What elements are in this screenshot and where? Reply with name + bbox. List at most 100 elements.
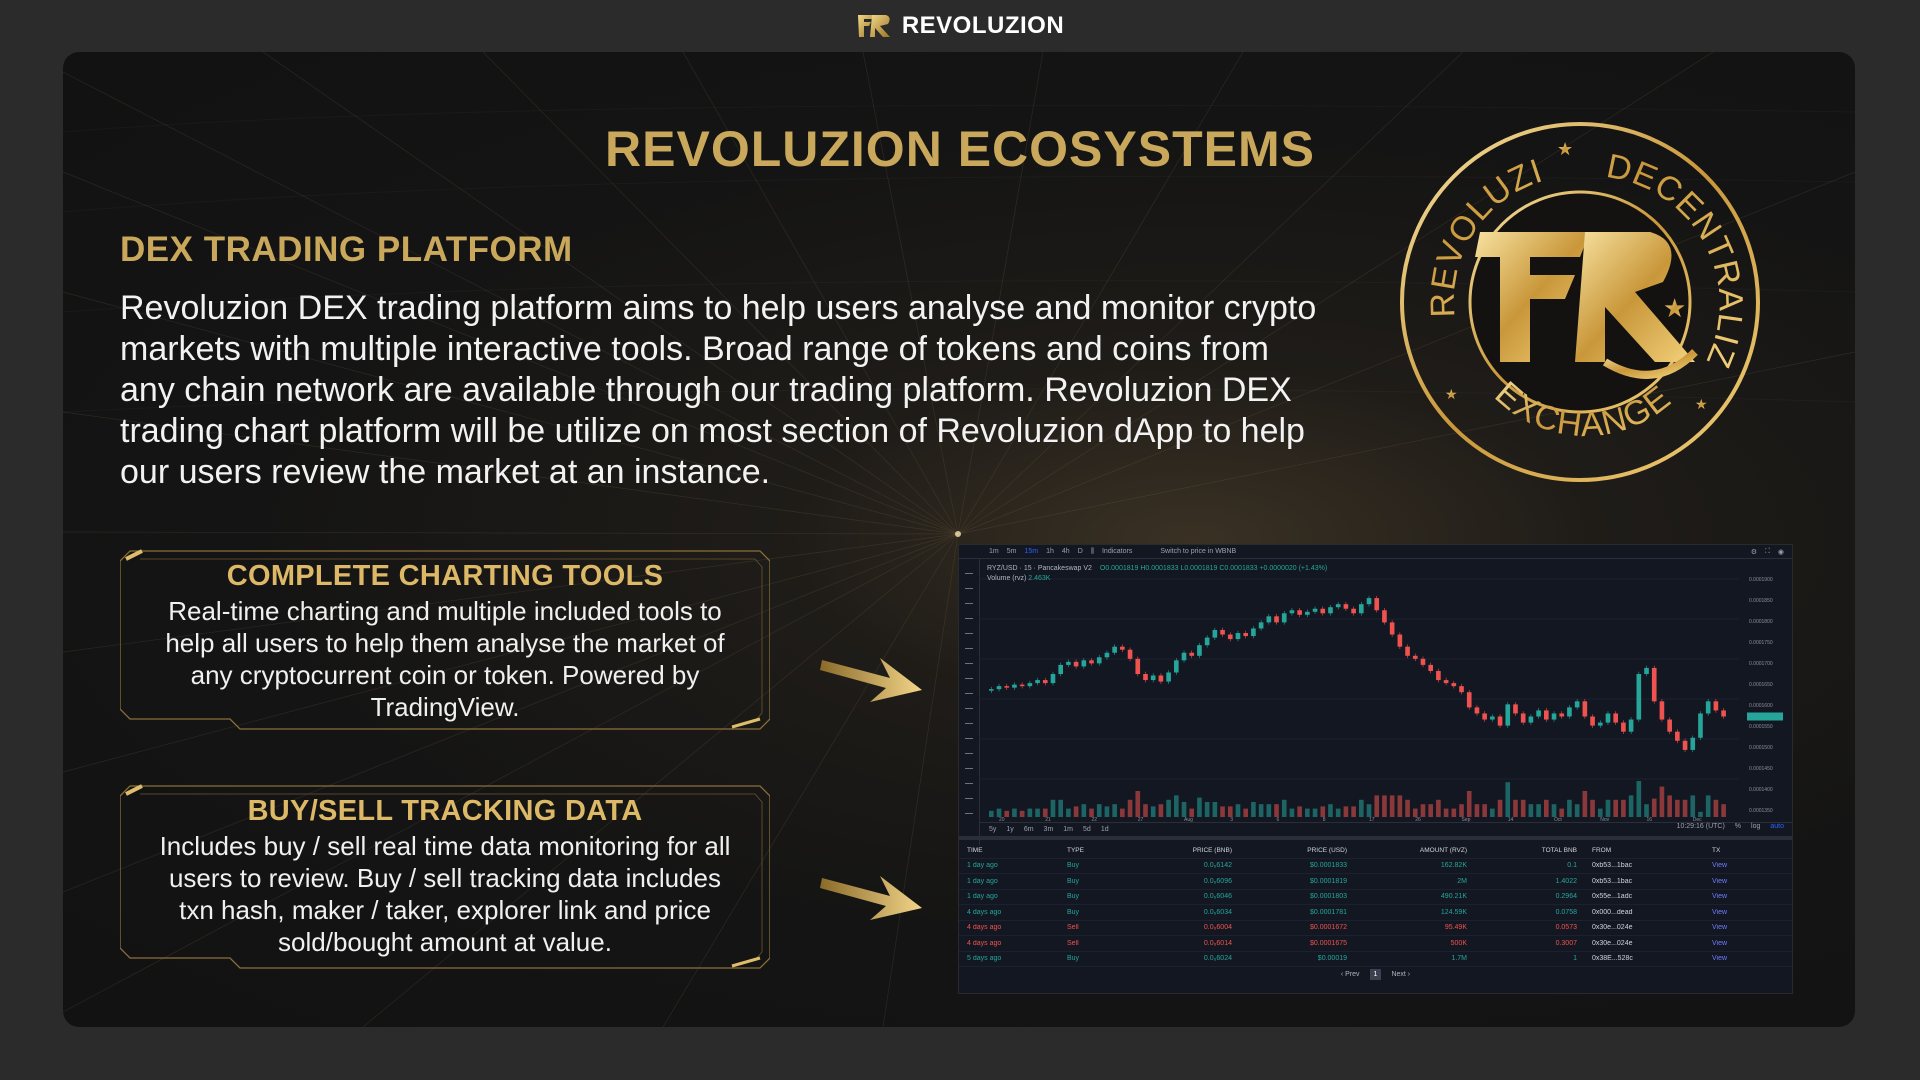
x-axis-label: 17 <box>1369 817 1375 822</box>
range-button[interactable]: 3m <box>1043 826 1054 833</box>
volume-bar <box>1698 811 1703 817</box>
settings-icon[interactable]: ⚙ <box>1750 548 1757 556</box>
view-link[interactable]: View <box>1712 893 1728 901</box>
interval-button[interactable]: 15m <box>1024 548 1039 555</box>
interval-button[interactable]: D <box>1077 548 1083 555</box>
range-button[interactable]: 5y <box>989 826 997 833</box>
candle <box>1698 713 1703 738</box>
volume-bar <box>1112 804 1117 817</box>
volume-bar <box>1150 806 1156 817</box>
volume-bar <box>1297 806 1302 817</box>
feature-frame <box>120 549 770 730</box>
candle <box>1058 664 1063 674</box>
volume-bar <box>1042 808 1048 817</box>
range-button[interactable]: 1m <box>1063 826 1074 833</box>
volume-bar <box>1320 806 1326 817</box>
scale-option[interactable]: log <box>1751 823 1761 830</box>
indicators-button[interactable]: Indicators <box>1101 548 1133 555</box>
view-link[interactable]: View <box>1712 908 1728 916</box>
volume-bar <box>1451 808 1457 817</box>
chart-symbol: RYZ/USD · 15 · Pancakeswap V2 O0.0001819… <box>987 565 1328 572</box>
view-link[interactable]: View <box>1712 924 1728 932</box>
volume-bar <box>1559 808 1565 817</box>
view-link[interactable]: View <box>1712 939 1728 947</box>
feature-card-charting: COMPLETE CHARTING TOOLS Real-time charti… <box>120 545 770 735</box>
svg-text:★: ★ <box>1663 294 1686 324</box>
view-link[interactable]: View <box>1712 955 1728 963</box>
candle <box>1459 686 1464 693</box>
candle <box>1227 634 1233 640</box>
range-button[interactable]: 6m <box>1023 826 1034 833</box>
candle <box>1166 672 1171 682</box>
candle <box>1520 713 1526 723</box>
volume-bar <box>1459 804 1464 817</box>
x-axis-label: Nov <box>1600 817 1609 822</box>
volume-bar <box>1505 782 1511 817</box>
camera-icon[interactable]: ◉ <box>1777 548 1784 556</box>
interval-button[interactable]: 1m <box>989 548 999 555</box>
view-link[interactable]: View <box>1712 877 1728 885</box>
brand-name: REVOLUZION <box>901 12 1065 39</box>
volume-bar <box>1644 804 1649 817</box>
volume-bar <box>1382 795 1387 817</box>
x-axis-label: Oct <box>1554 817 1562 822</box>
volume-bar <box>1428 804 1433 817</box>
drawing-toolbar <box>959 559 980 845</box>
candle <box>1605 713 1611 723</box>
prev-page-button[interactable]: ‹ Prev <box>1340 971 1360 978</box>
volume-bar <box>1605 799 1611 817</box>
trading-chart-screenshot: 1m 5m 15m 1h 4h D ⫼ Indicators Switch to… <box>958 544 1793 994</box>
page-title: REVOLUZION ECOSYSTEMS <box>605 121 1315 177</box>
volume-bar <box>1135 791 1141 817</box>
volume-bar <box>1474 804 1480 817</box>
candle <box>1204 637 1210 646</box>
page-number-button[interactable]: 1 <box>1369 969 1382 980</box>
price-scale-label: 0.0001900 <box>1749 577 1773 583</box>
volume-bar <box>1204 802 1210 817</box>
volume-bar <box>1667 795 1672 817</box>
switch-price-button[interactable]: Switch to price in WBNB <box>1160 548 1237 555</box>
candle <box>1651 667 1657 702</box>
x-axis-label: 20 <box>999 817 1005 822</box>
current-price-tag <box>1747 712 1783 721</box>
x-axis-label: 8 <box>1323 817 1326 822</box>
candle <box>989 689 994 691</box>
interval-button[interactable]: 5m <box>1006 548 1017 555</box>
volume-bar <box>1482 804 1487 817</box>
candle <box>1027 683 1033 687</box>
candle <box>1428 664 1433 671</box>
candle <box>1258 622 1264 629</box>
candlestick-chart[interactable]: 0.0001900 0.0001850 0.0001800 0.0001750 0.00… <box>979 559 1792 822</box>
candle <box>1628 719 1634 732</box>
candle-style-icon[interactable]: ⫼ <box>1090 547 1094 555</box>
next-page-button[interactable]: Next › <box>1391 971 1411 978</box>
candle <box>1412 655 1418 659</box>
price-scale-label: 0.0001600 <box>1749 703 1773 709</box>
star-icon: ★ <box>1445 387 1458 403</box>
volume-bar <box>1143 804 1148 817</box>
volume-bar <box>1243 808 1248 817</box>
fullscreen-icon[interactable]: ⛶ <box>1764 547 1770 555</box>
candle <box>1474 707 1480 714</box>
candle <box>1197 645 1202 656</box>
volume-bar <box>1590 799 1595 817</box>
range-button[interactable]: 1d <box>1100 826 1109 833</box>
view-link[interactable]: View <box>1712 862 1728 870</box>
scale-option[interactable]: auto <box>1770 823 1784 830</box>
candle <box>1305 611 1310 615</box>
volume-bar <box>1405 799 1410 817</box>
star-icon: ★ <box>1557 139 1573 160</box>
panel-divider[interactable] <box>959 836 1792 840</box>
range-button[interactable]: 1y <box>1006 826 1014 833</box>
volume-bar <box>1659 786 1665 817</box>
volume-bar <box>1713 799 1719 817</box>
scale-option[interactable]: % <box>1734 823 1742 830</box>
volume-bar <box>1520 799 1526 817</box>
revoluzion-logo-icon <box>857 15 890 37</box>
top-brand-bar: REVOLUZION <box>0 0 1920 52</box>
interval-button[interactable]: 4h <box>1061 548 1070 555</box>
interval-button[interactable]: 1h <box>1046 548 1054 555</box>
volume-bar <box>1050 799 1056 817</box>
volume-bar <box>996 808 1002 817</box>
range-button[interactable]: 5d <box>1083 826 1091 833</box>
